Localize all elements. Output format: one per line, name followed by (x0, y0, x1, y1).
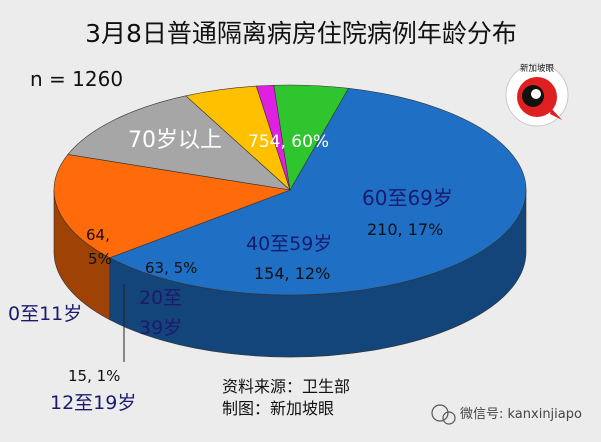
label-20-39-part2: 39岁 (139, 317, 182, 339)
pie-tops (53, 84, 527, 296)
maker-note: 制图：新加坡眼 (222, 399, 334, 418)
pie-slice-40-59 (67, 95, 291, 191)
chart-title: 3月8日普通隔离病房住院病例年龄分布 (85, 19, 517, 48)
sample-size: n = 1260 (30, 67, 123, 91)
value-40-59: 154, 12% (254, 264, 330, 283)
value-0-11-part1: 64, (86, 226, 110, 244)
wechat-watermark: 微信号: kanxinjiapo (431, 404, 582, 425)
value-12-19: 15, 1% (68, 367, 120, 385)
pie-slice-60-69 (53, 154, 292, 259)
watermark-text: 微信号: kanxinjiapo (460, 407, 582, 422)
value-0-11-part2: 5% (88, 250, 112, 268)
pie-slice-70-plus (109, 87, 527, 296)
value-70-plus: 754, 60% (248, 132, 329, 152)
label-20-39-part1: 20至 (139, 287, 182, 309)
logo-text: 新加坡眼 (520, 63, 555, 74)
label-40-59: 40至59岁 (246, 233, 332, 255)
label-60-69: 60至69岁 (362, 186, 453, 210)
wechat-icon (431, 404, 449, 422)
label-70-plus: 70岁以上 (128, 128, 222, 153)
value-20-39: 63, 5% (145, 259, 197, 277)
source-note: 资料来源：卫生部 (222, 377, 350, 396)
value-60-69: 210, 17% (367, 220, 443, 239)
pie-slice-0-11 (273, 84, 350, 191)
label-0-11: 0至11岁 (8, 303, 82, 325)
logo: 新加坡眼 (505, 63, 569, 127)
label-12-19: 12至19岁 (50, 392, 136, 414)
